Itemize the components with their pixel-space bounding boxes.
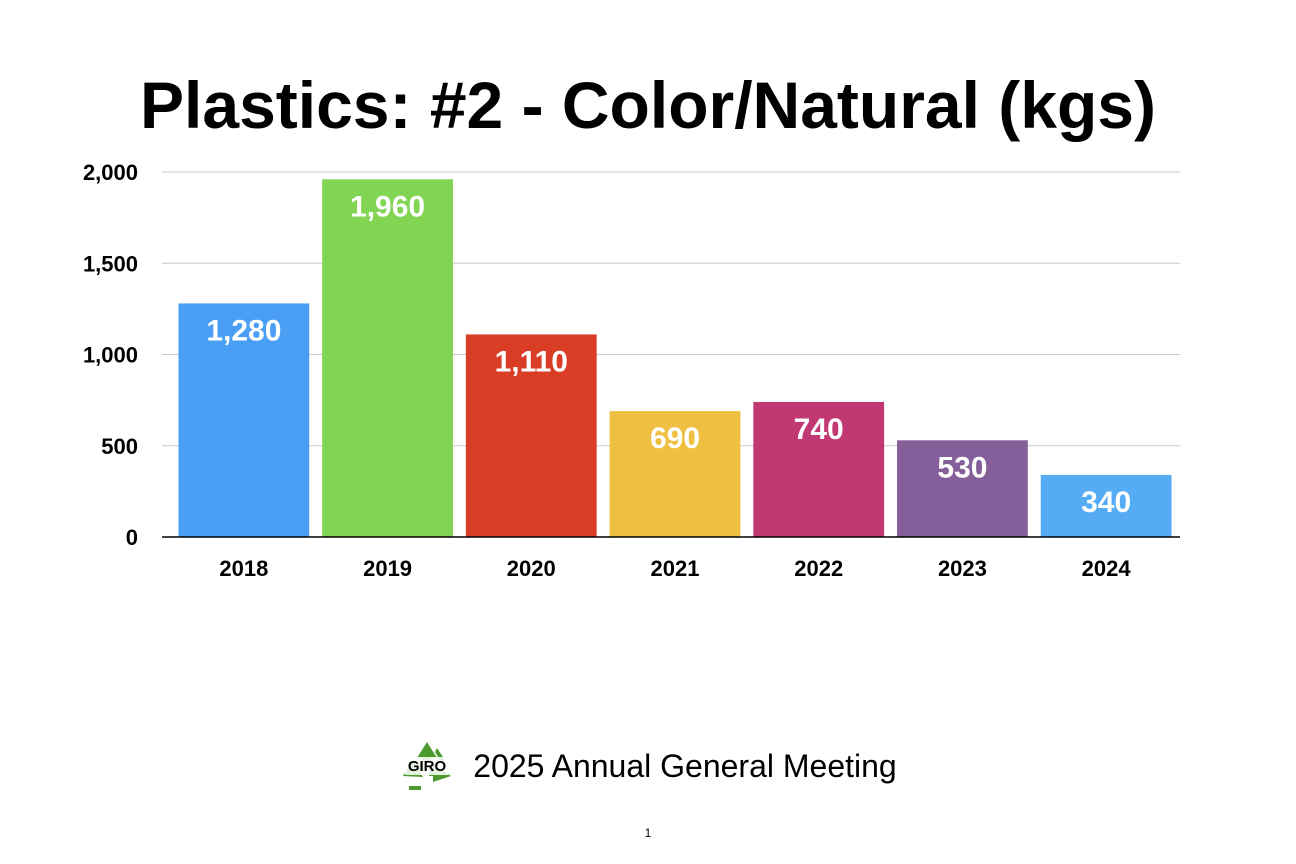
bar-data-label: 690 xyxy=(650,422,700,455)
bar xyxy=(1040,474,1172,537)
bars xyxy=(178,179,1172,538)
bar xyxy=(609,411,741,537)
x-tick-label: 2024 xyxy=(1082,556,1132,581)
gridlines xyxy=(162,171,1180,447)
recycle-icon: GIRO xyxy=(403,742,452,790)
bar-data-labels: 1,280 1,960 1,110 690 740 530 340 xyxy=(206,190,1131,519)
slide-title: Plastics: #2 - Color/Natural (kgs) xyxy=(140,68,1156,142)
footer-text: 2025 Annual General Meeting xyxy=(473,748,897,784)
bar-chart: 0 500 1,000 1,500 2,000 1,280 1,960 1,110 690 74… xyxy=(83,160,1180,581)
bar-data-label: 1,280 xyxy=(206,314,281,347)
x-tick-label: 2023 xyxy=(938,556,987,581)
logo-text: GIRO xyxy=(408,758,447,775)
bar xyxy=(465,334,597,537)
bar xyxy=(178,303,310,537)
x-tick-label: 2022 xyxy=(794,556,843,581)
logo-label-backdrop xyxy=(404,757,451,775)
y-tick-label: 1,000 xyxy=(83,343,138,368)
bar xyxy=(322,179,453,538)
bar-data-label: 530 xyxy=(937,451,987,484)
x-tick-label: 2021 xyxy=(651,556,700,581)
y-tick-label: 1,500 xyxy=(83,251,138,276)
bar-data-label: 1,960 xyxy=(350,190,425,223)
bar-data-label: 340 xyxy=(1081,486,1131,519)
x-tick-label: 2019 xyxy=(363,556,412,581)
x-axis-tick-labels: 2018 2019 2020 2021 2022 2023 2024 xyxy=(219,556,1131,581)
page-number: 1 xyxy=(644,826,652,840)
y-tick-label: 2,000 xyxy=(83,160,138,185)
y-tick-label: 0 xyxy=(126,525,138,550)
bar-data-label: 740 xyxy=(794,413,844,446)
x-tick-label: 2018 xyxy=(219,556,268,581)
y-axis-tick-labels: 0 500 1,000 1,500 2,000 xyxy=(83,160,138,550)
bar-data-label: 1,110 xyxy=(495,345,568,378)
footer: GIRO 2025 Annual General Meeting xyxy=(0,736,1296,796)
x-tick-label: 2020 xyxy=(507,556,556,581)
bar xyxy=(897,440,1028,537)
bar xyxy=(753,401,885,537)
y-tick-label: 500 xyxy=(101,434,138,459)
